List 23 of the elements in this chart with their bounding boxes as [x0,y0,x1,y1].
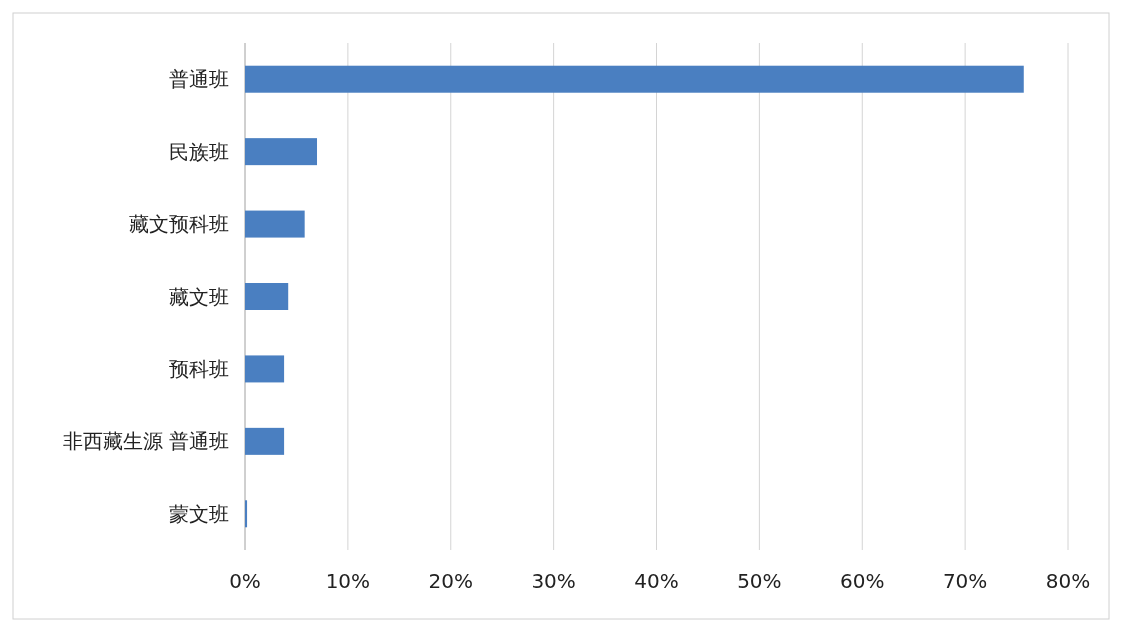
x-tick-label: 20% [428,569,473,593]
bar [245,210,305,238]
bar [245,65,1024,93]
x-tick-label: 60% [840,569,885,593]
y-tick-label: 预科班 [169,356,229,381]
y-tick-label: 民族班 [169,139,229,164]
bar [245,500,248,528]
y-tick-label: 普通班 [169,67,229,92]
bar [245,138,318,166]
bar [245,427,285,455]
y-tick-label: 藏文预科班 [129,212,229,237]
x-tick-label: 50% [737,569,782,593]
x-tick-label: 10% [325,569,371,593]
y-tick-label: 蒙文班 [169,501,229,526]
bar [245,355,285,383]
x-tick-label: 30% [531,569,576,593]
y-tick-label: 藏文班 [169,284,229,309]
x-tick-label: 0% [229,569,261,593]
x-tick-label: 80% [1045,569,1091,593]
x-tick-label: 70% [942,569,988,593]
bar [245,283,289,310]
y-tick-label: 非西藏生源 普通班 [62,429,229,454]
x-tick-label: 40% [634,569,679,593]
